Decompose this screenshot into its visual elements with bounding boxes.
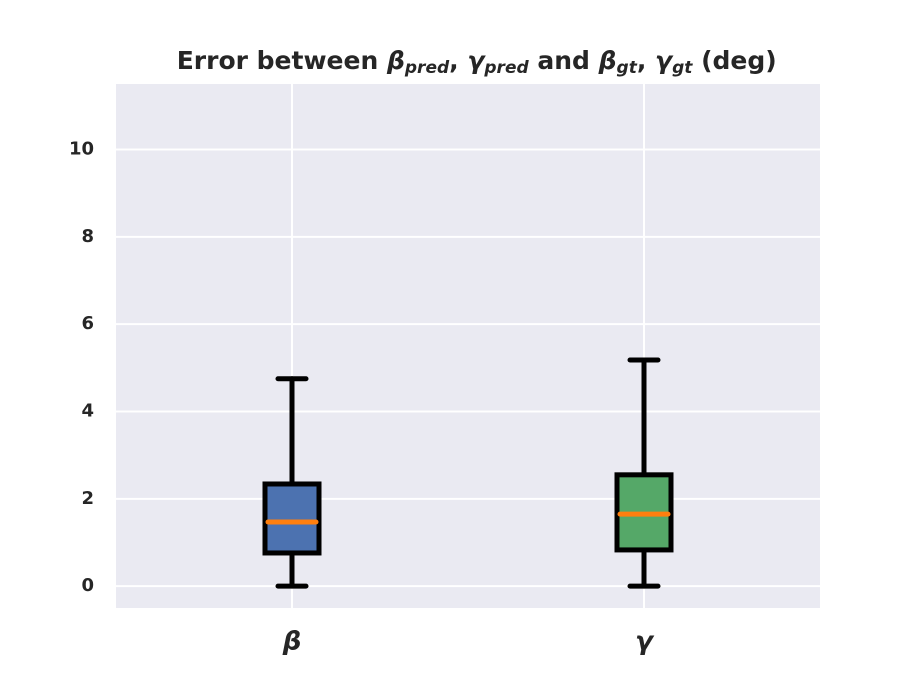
y-tick-label: 8 bbox=[81, 226, 94, 247]
title-part: γ bbox=[655, 46, 674, 75]
x-tick-label: β bbox=[282, 627, 302, 657]
box bbox=[262, 481, 322, 556]
title-part: gt bbox=[617, 58, 638, 78]
title-part: (deg) bbox=[692, 46, 776, 75]
title-part: , bbox=[637, 46, 655, 75]
y-tick-label: 0 bbox=[81, 575, 94, 596]
title-part: pred bbox=[404, 58, 450, 78]
title-part: γ bbox=[467, 46, 486, 75]
title-part: Error between bbox=[177, 46, 387, 75]
title-part: and bbox=[529, 46, 599, 75]
chart-title: Error between βpred, γpred and βgt, γgt … bbox=[133, 46, 803, 78]
y-tick-label: 10 bbox=[69, 139, 94, 160]
y-tick-label: 4 bbox=[81, 401, 94, 422]
title-part: pred bbox=[483, 58, 529, 78]
y-tick-label: 2 bbox=[81, 488, 94, 509]
title-part: β bbox=[598, 46, 617, 75]
x-tick-label: γ bbox=[635, 627, 655, 657]
title-part: gt bbox=[672, 58, 693, 78]
title-part: , bbox=[449, 46, 467, 75]
y-tick-label: 6 bbox=[81, 313, 94, 334]
plot-area bbox=[116, 84, 820, 608]
title-part: β bbox=[386, 46, 405, 75]
